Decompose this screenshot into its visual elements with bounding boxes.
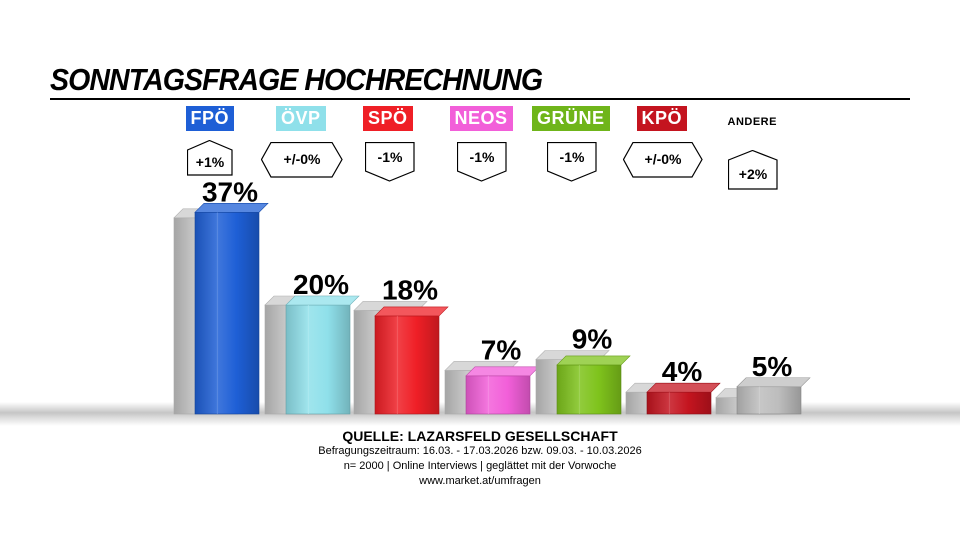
chart-title: SONNTAGSFRAGE HOCHRECHNUNG (50, 62, 543, 97)
value-label-fpo: 37% (202, 176, 258, 207)
change-badge-ovp: +/-0% (261, 142, 343, 178)
bar-andere (736, 386, 802, 415)
bar-top-neos (465, 366, 540, 377)
source-title: QUELLE: LAZARSFELD GESELLSCHAFT (342, 428, 618, 444)
bar-group-ovp: 20% (264, 269, 360, 415)
value-label-grune: 9% (572, 324, 613, 355)
change-badge-shape (728, 150, 778, 190)
bar-top-fpo (194, 203, 269, 213)
change-badge-shape (457, 142, 507, 182)
party-label-ovp: ÖVP (276, 106, 326, 131)
party-label-andere: ANDERE (727, 116, 777, 128)
source-block: QUELLE: LAZARSFELD GESELLSCHAFT Befragun… (0, 428, 960, 489)
sample-info: n= 2000 | Online Interviews | geglättet … (343, 460, 617, 472)
value-label-ovp: 20% (293, 269, 349, 300)
survey-period: Befragungszeitraum: 16.03. - 17.03.2026 … (318, 445, 642, 457)
title-rule (50, 98, 910, 100)
bar-neos (465, 375, 531, 415)
change-badge-neos: -1% (457, 142, 507, 182)
bar-top-andere (736, 377, 811, 388)
value-label-kpo: 4% (662, 356, 703, 387)
bar-group-grune: 9% (535, 324, 631, 415)
change-badge-grune: -1% (547, 142, 597, 182)
bar-grune (556, 364, 622, 415)
change-badge-spo: -1% (365, 142, 415, 182)
bar-top-ovp (285, 295, 360, 306)
bar-group-spo: 18% (353, 274, 449, 415)
bar-group-fpo: 37% (173, 176, 269, 415)
party-label-grune: GRÜNE (532, 106, 610, 131)
change-badge-shape (187, 140, 233, 176)
bar-top-kpo (646, 382, 721, 393)
bar-kpo (646, 391, 712, 415)
bar-group-andere: 5% (715, 351, 811, 415)
change-badge-text: +/-0% (644, 151, 682, 167)
party-label-fpo: FPÖ (185, 106, 235, 131)
bar-fpo (194, 212, 260, 415)
party-label-kpo: KPÖ (636, 106, 688, 131)
bar-group-kpo: 4% (625, 356, 721, 415)
change-badge-shape (365, 142, 415, 182)
change-badge-andere: +2% (728, 150, 778, 190)
change-badge-shape (547, 142, 597, 182)
bar-top-spo (374, 306, 449, 317)
change-badge-text: -1% (377, 149, 403, 165)
change-badge-shape (261, 142, 343, 178)
change-badge-text: -1% (559, 149, 585, 165)
value-label-andere: 5% (752, 351, 793, 382)
party-label-neos: NEOS (449, 106, 513, 131)
source-url: www.market.at/umfragen (419, 475, 541, 487)
value-label-spo: 18% (382, 274, 438, 305)
value-label-neos: 7% (481, 334, 522, 365)
party-label-spo: SPÖ (363, 106, 413, 131)
change-badge-shape (623, 142, 703, 178)
bar-group-neos: 7% (444, 334, 540, 415)
bar-top-grune (556, 355, 631, 366)
change-badge-text: +/-0% (283, 151, 321, 167)
change-badge-fpo: +1% (187, 140, 233, 176)
change-badge-text: -1% (469, 149, 495, 165)
change-badge-text: +1% (195, 154, 225, 170)
change-badge-text: +2% (738, 166, 768, 182)
bar-ovp (285, 304, 351, 415)
change-badge-kpo: +/-0% (623, 142, 703, 178)
bar-spo (374, 315, 440, 415)
